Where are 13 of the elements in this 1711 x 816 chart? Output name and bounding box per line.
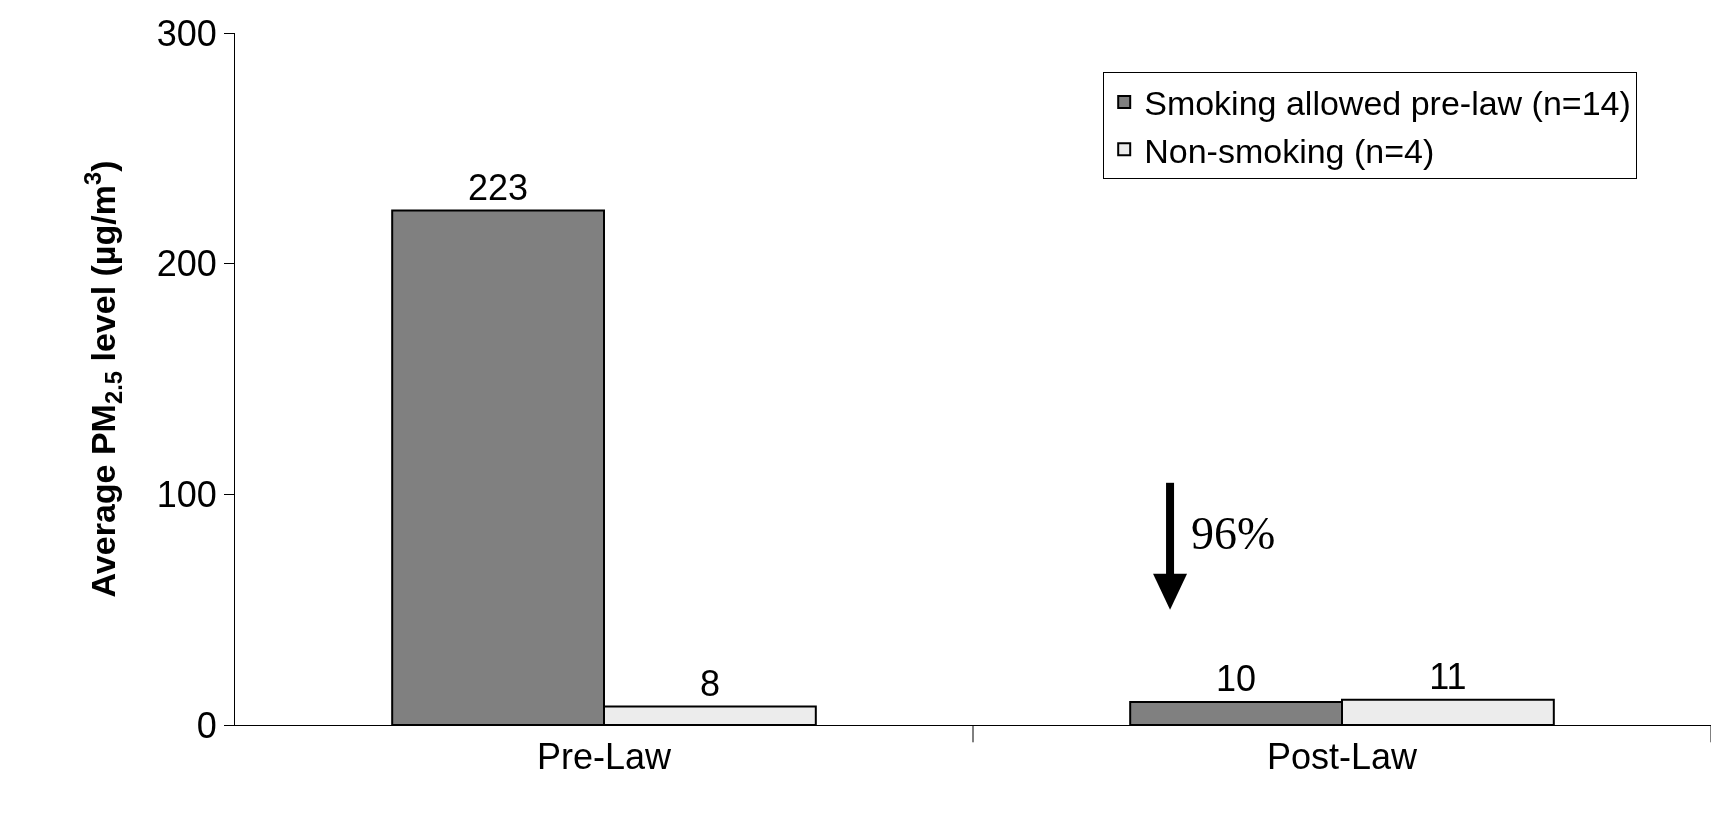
y-tick-label: 0 (196, 704, 217, 746)
y-tick-label: 200 (156, 243, 217, 285)
data-label: 10 (1216, 657, 1257, 699)
legend-label: Smoking allowed pre-law (n=14) (1144, 84, 1631, 123)
y-tick-label: 300 (156, 12, 217, 54)
legend-label: Non-smoking (n=4) (1144, 131, 1435, 170)
x-tick-label: Post-Law (1266, 736, 1419, 778)
y-tick-label: 100 (156, 473, 217, 515)
annotation: 96% (1191, 508, 1276, 559)
data-label: 8 (699, 662, 720, 704)
x-tick-label: Pre-Law (536, 736, 673, 778)
data-label: 223 (468, 166, 529, 208)
data-label: 11 (1429, 655, 1467, 697)
